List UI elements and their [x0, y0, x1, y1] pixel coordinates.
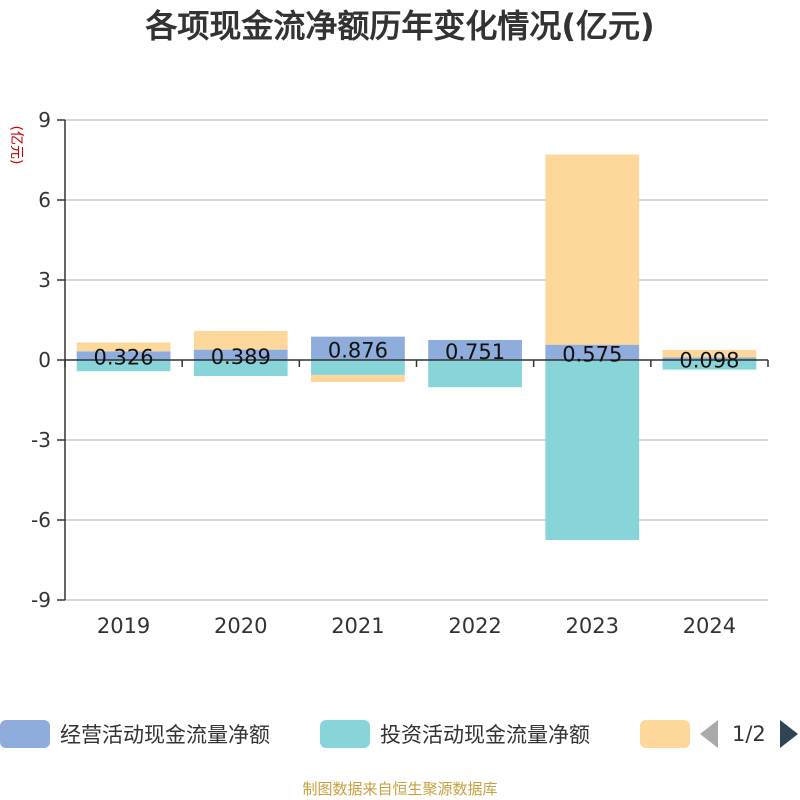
- bar-series0-2021: [311, 336, 405, 360]
- chart-plot: 9 6 3 0 -3 -6 -9 2019 2020 2021 2022 2023 2024 0.326…: [8, 108, 769, 638]
- bar-series2-2019: [76, 342, 171, 352]
- y-tick-label: 9: [38, 108, 51, 132]
- bar-series1-2023: [545, 360, 640, 540]
- source-footer: 制图数据来自恒生聚源数据库: [302, 780, 498, 798]
- bar-series1-2022: [428, 360, 522, 388]
- legend-item-investing[interactable]: 投资活动现金流量净额: [320, 716, 590, 752]
- data-label: 0.098: [679, 349, 739, 373]
- bar-series1-2020: [193, 360, 288, 376]
- legend: 经营活动现金流量净额 投资活动现金流量净额 1/2: [0, 716, 800, 756]
- legend-item-third[interactable]: [640, 716, 690, 752]
- x-tick-label: 2020: [214, 614, 267, 638]
- bar-series2-2021: [311, 374, 405, 383]
- data-label: 0.575: [562, 342, 622, 366]
- legend-swatch: [0, 720, 50, 748]
- bar-series2-2020: [193, 330, 288, 350]
- bar-series1-2021: [311, 360, 405, 375]
- legend-next-arrow-icon[interactable]: [779, 720, 798, 748]
- bar-series0-2023: [545, 344, 640, 360]
- data-label: 0.751: [445, 340, 505, 364]
- chart-title: 各项现金流净额历年变化情况(亿元): [145, 7, 655, 45]
- data-label: 0.326: [94, 346, 154, 370]
- legend-page-indicator: 1/2: [732, 722, 766, 746]
- bar-series1-2019: [76, 360, 171, 372]
- legend-swatch: [320, 720, 370, 748]
- legend-pager: 1/2: [700, 716, 798, 752]
- legend-item-operating[interactable]: 经营活动现金流量净额: [0, 716, 270, 752]
- bar-series0-2022: [428, 339, 522, 360]
- x-tick-label: 2021: [331, 614, 384, 638]
- y-tick-label: 0: [38, 348, 51, 372]
- legend-swatch: [640, 720, 690, 748]
- x-tick-label: 2023: [566, 614, 619, 638]
- bar-series0-2024: [662, 357, 757, 360]
- y-tick-label: -6: [31, 508, 51, 532]
- y-tick-label: -9: [31, 588, 51, 612]
- bar-series2-2024: [662, 349, 757, 358]
- data-label: 0.389: [211, 345, 271, 369]
- bar-series0-2019: [76, 351, 171, 360]
- x-tick-label: 2019: [97, 614, 150, 638]
- x-tick-label: 2024: [683, 614, 736, 638]
- y-axis-label: (亿元): [8, 126, 24, 165]
- legend-label: 投资活动现金流量净额: [380, 723, 590, 747]
- bar-series2-2023: [545, 154, 640, 345]
- bar-series1-2024: [662, 360, 757, 370]
- legend-label: 经营活动现金流量净额: [60, 723, 270, 747]
- bar-series0-2020: [193, 349, 288, 360]
- legend-prev-arrow-icon[interactable]: [700, 720, 718, 748]
- data-label: 0.876: [328, 338, 388, 362]
- y-tick-label: 3: [38, 268, 51, 292]
- y-tick-label: -3: [31, 428, 51, 452]
- x-tick-label: 2022: [448, 614, 501, 638]
- y-tick-label: 6: [38, 188, 51, 212]
